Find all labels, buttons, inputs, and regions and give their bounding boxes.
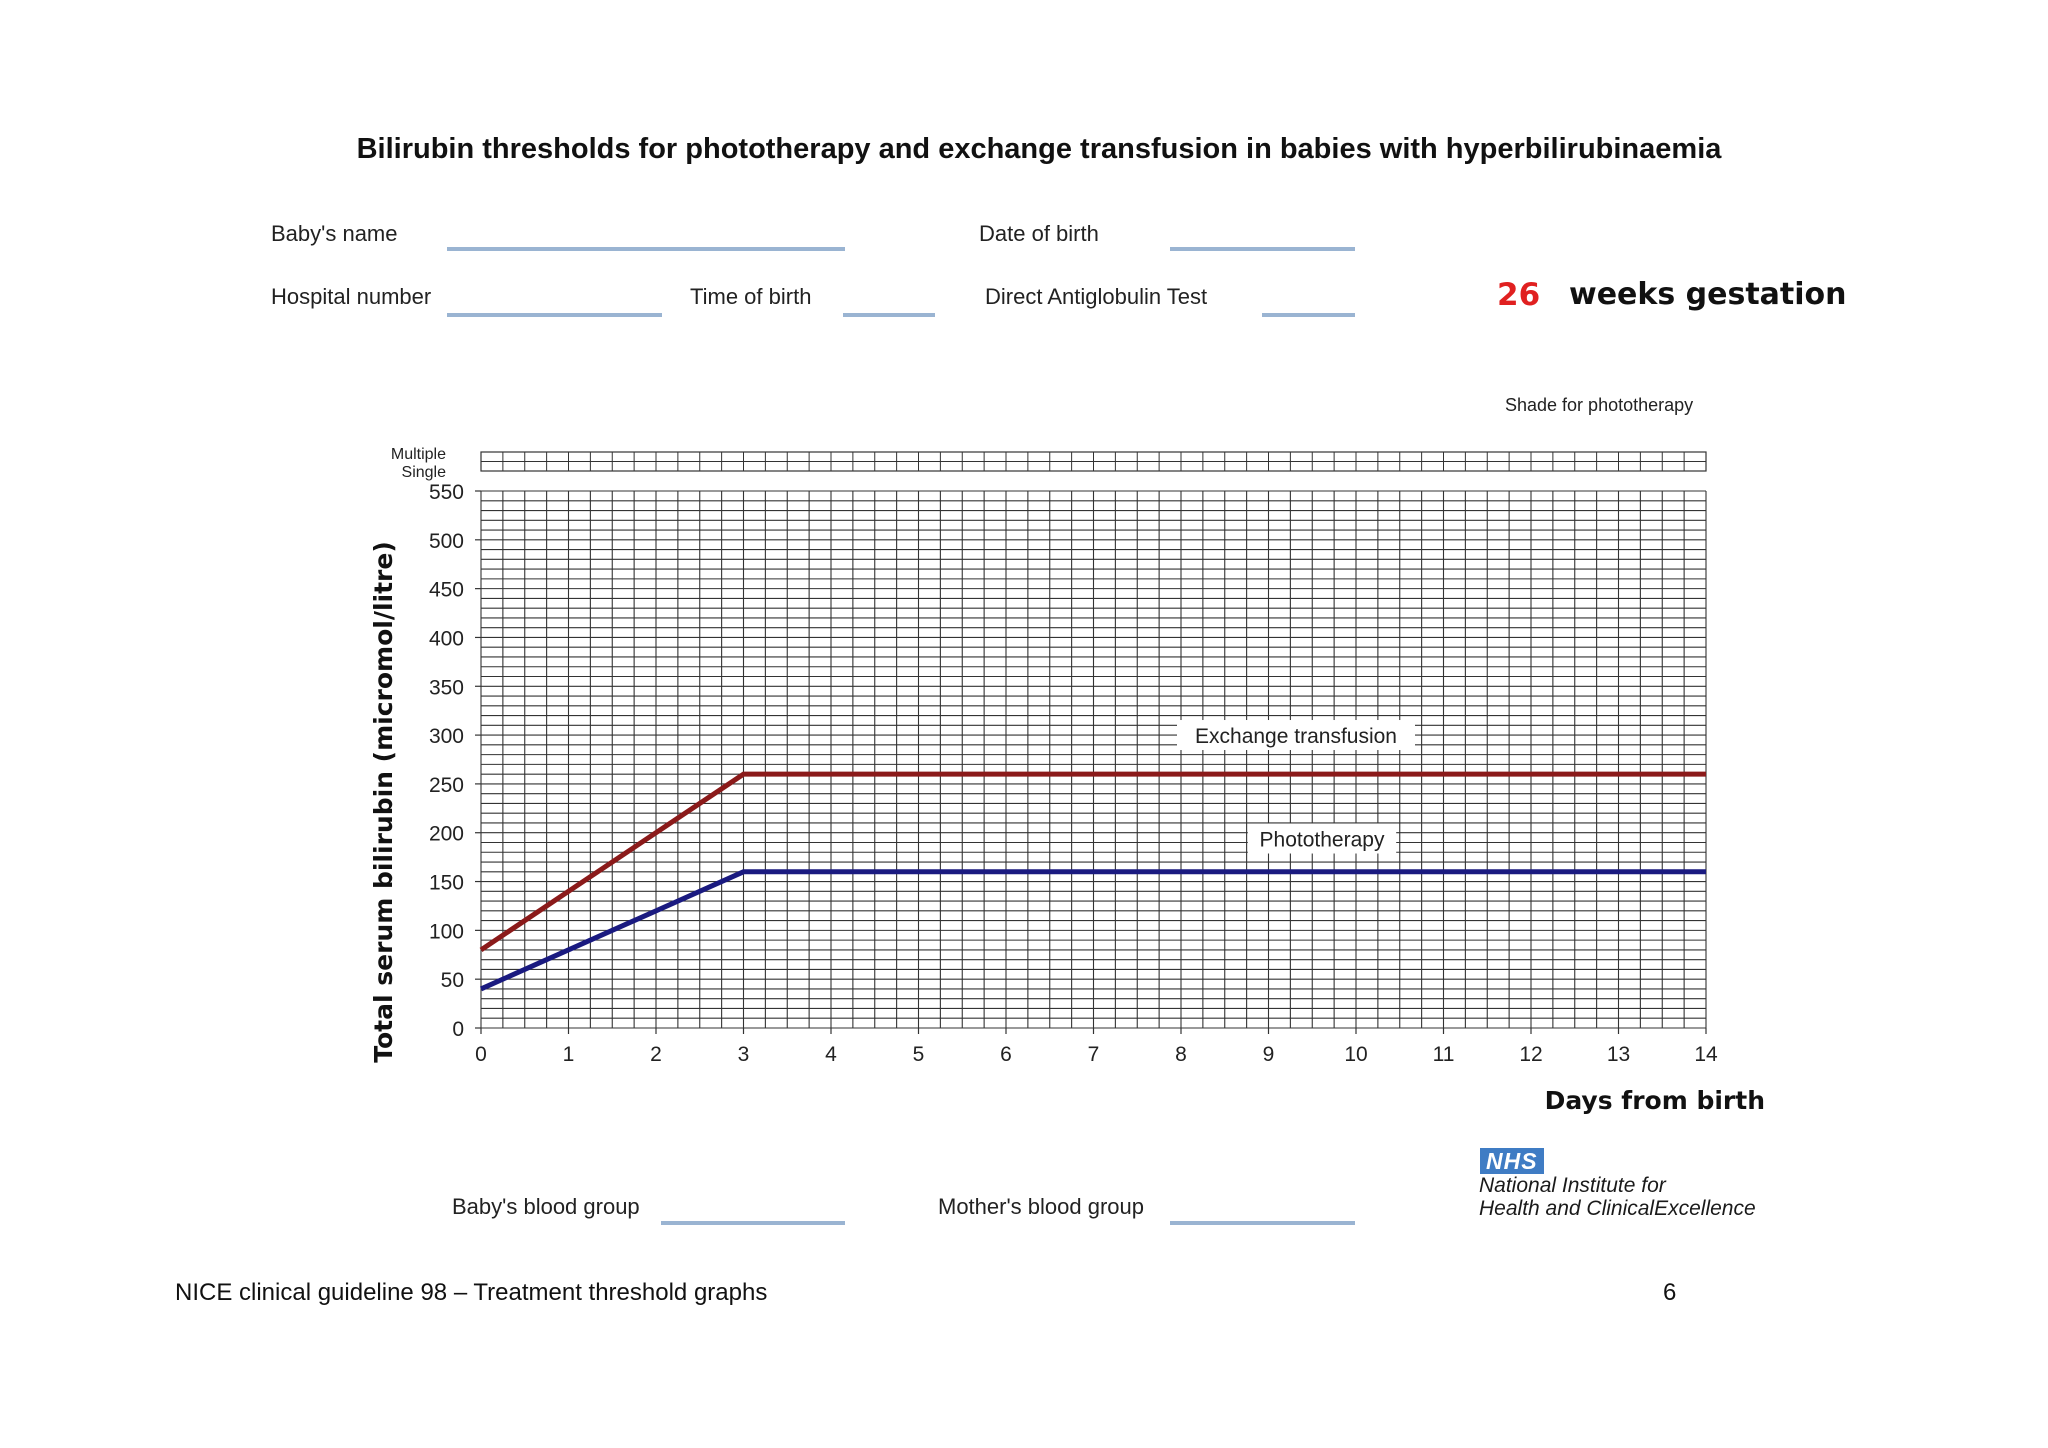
babys-name-field[interactable]: [447, 247, 845, 251]
time-of-birth-label: Time of birth: [690, 284, 812, 309]
shade-row-label: Single: [402, 464, 447, 481]
x-tick-label: 6: [1000, 1043, 1012, 1066]
y-axis-title: Total serum bilirubin (micromol/litre): [369, 541, 398, 1063]
x-tick-label: 12: [1519, 1043, 1542, 1066]
phototherapy-label: Phototherapy: [1260, 829, 1385, 852]
babys-blood-group-label: Baby's blood group: [452, 1194, 640, 1219]
nhs-logo: NHS: [1480, 1148, 1544, 1174]
phototherapy-shade-grid: [480, 451, 1707, 472]
x-tick-label: 10: [1344, 1043, 1367, 1066]
hospital-number-label: Hospital number: [271, 284, 432, 309]
x-tick-label: 11: [1433, 1043, 1455, 1066]
footer-page-number: 6: [1663, 1279, 1677, 1306]
x-tick-label: 5: [913, 1043, 925, 1066]
exchange-transfusion-label: Exchange transfusion: [1195, 725, 1397, 748]
shade-row-label: Multiple: [391, 446, 446, 463]
y-tick-label: 500: [429, 530, 464, 553]
series-label-bg: [1177, 720, 1415, 751]
mothers-blood-group-field[interactable]: [1170, 1221, 1355, 1225]
gestation-weeks-value: 26: [1497, 277, 1541, 313]
y-tick-label: 350: [429, 676, 464, 699]
page-title: Bilirubin thresholds for phototherapy an…: [356, 133, 1722, 165]
x-tick-label: 2: [650, 1043, 662, 1066]
x-tick-label: 4: [825, 1043, 837, 1066]
y-tick-label: 250: [429, 774, 464, 797]
y-tick-label: 200: [429, 823, 464, 846]
y-tick-label: 100: [429, 920, 464, 943]
x-tick-label: 8: [1175, 1043, 1187, 1066]
time-of-birth-field[interactable]: [843, 313, 935, 317]
direct-antiglobulin-test-label: Direct Antiglobulin Test: [985, 284, 1208, 309]
y-tick-label: 450: [429, 579, 464, 602]
x-tick-label: 1: [563, 1043, 575, 1066]
date-of-birth-field[interactable]: [1170, 247, 1355, 251]
x-tick-label: 0: [475, 1043, 487, 1066]
x-tick-label: 14: [1694, 1043, 1718, 1066]
x-tick-label: 3: [738, 1043, 750, 1066]
y-tick-label: 300: [429, 725, 464, 748]
hospital-number-field[interactable]: [447, 313, 662, 317]
shade-for-phototherapy-label: Shade for phototherapy: [1505, 395, 1694, 415]
babys-name-label: Baby's name: [271, 221, 398, 246]
phototherapy-line: [479, 869, 1706, 992]
babys-blood-group-field[interactable]: [661, 1221, 845, 1225]
y-tick-label: 0: [452, 1018, 464, 1041]
nhs-badge: NHS: [1480, 1148, 1544, 1174]
gestation-label: weeks gestation: [1569, 277, 1847, 312]
exchange-transfusion-line: [479, 771, 1706, 952]
footer-guideline: NICE clinical guideline 98 – Treatment t…: [175, 1279, 768, 1306]
y-tick-label: 550: [429, 481, 464, 504]
x-tick-label: 9: [1263, 1043, 1275, 1066]
x-tick-label: 13: [1607, 1043, 1630, 1066]
series-label-bg: [1247, 823, 1397, 854]
nice-logo-line2: Health and ClinicalExcellence: [1479, 1197, 1756, 1220]
y-tick-label: 50: [441, 969, 464, 992]
chart-grid: [480, 490, 1707, 1029]
x-tick-label: 7: [1088, 1043, 1100, 1066]
x-axis-title: Days from birth: [1545, 1086, 1765, 1115]
nice-logo-line1: National Institute for: [1479, 1174, 1666, 1197]
y-tick-label: 150: [429, 872, 464, 895]
direct-antiglobulin-test-field[interactable]: [1262, 313, 1355, 317]
y-tick-label: 400: [429, 627, 464, 650]
mothers-blood-group-label: Mother's blood group: [938, 1194, 1144, 1219]
date-of-birth-label: Date of birth: [979, 221, 1099, 246]
